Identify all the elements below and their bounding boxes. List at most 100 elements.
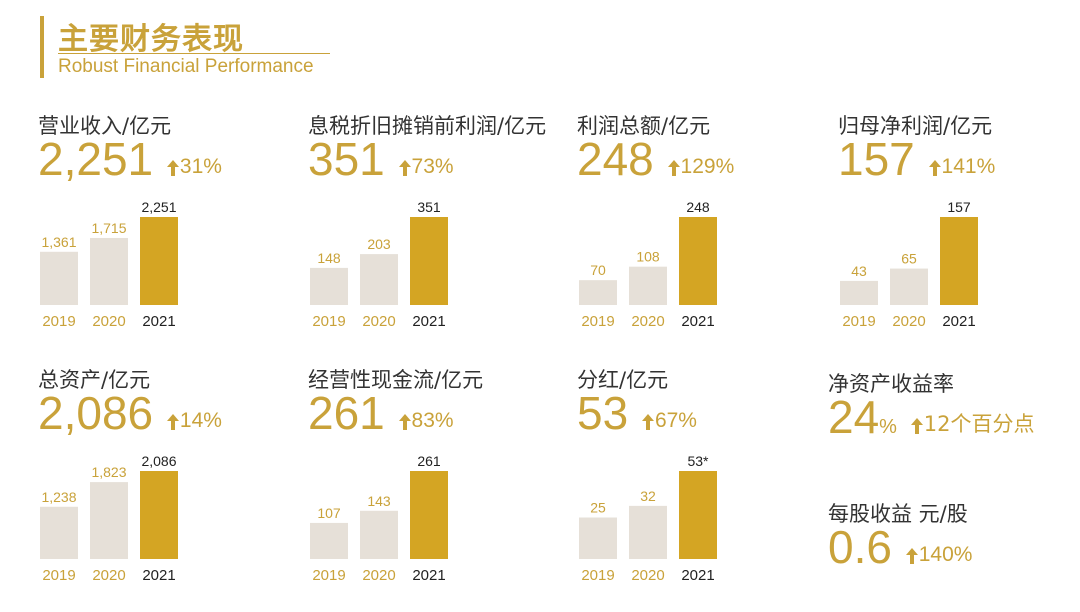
bar-value-label: 25 <box>590 499 606 515</box>
bar-2021 <box>140 471 178 559</box>
arrow-up-icon <box>398 159 412 177</box>
metric-growth: 129% <box>667 155 735 179</box>
growth-value: 67% <box>654 409 697 433</box>
arrow-up-icon <box>910 417 924 435</box>
bar-value-label: 65 <box>901 251 917 267</box>
metric-value-suffix: % <box>879 416 897 438</box>
year-tick-label: 2020 <box>362 567 395 584</box>
bar-2020 <box>90 482 128 559</box>
arrow-up-icon <box>928 159 942 177</box>
metric-growth: 31% <box>166 155 222 178</box>
metric-value-row: 351 73% <box>308 132 454 187</box>
bar-2019 <box>310 522 348 559</box>
year-tick-label: 2020 <box>631 313 664 330</box>
title-divider <box>58 53 330 54</box>
year-tick-label: 2021 <box>412 567 445 584</box>
bar-2019 <box>579 280 617 305</box>
bar-value-label: 2,086 <box>141 453 176 469</box>
metric-value-row: 2,086 14% <box>38 386 222 441</box>
bar-2021 <box>410 471 448 559</box>
year-tick-label: 2021 <box>412 313 445 330</box>
metric-growth: 140% <box>905 543 972 566</box>
metric-total-assets: 总资产/亿元 2,086 14% 1,238 2019 1,823 2020 2,086… <box>38 364 288 594</box>
bar-2021 <box>679 471 717 559</box>
bar-2020 <box>360 510 398 559</box>
metric-revenue: 营业收入/亿元 2,251 31% 1,361 2019 1,715 2020 2,25… <box>38 110 288 340</box>
growth-value: 83% <box>411 409 454 433</box>
bar-value-label: 1,823 <box>91 464 126 480</box>
metric-label: 净资产收益率 <box>828 372 954 396</box>
bar-value-label: 143 <box>367 493 391 509</box>
metric-label: 分红/亿元 <box>577 368 669 392</box>
metric-value-row: 248 129% <box>577 132 734 187</box>
bar-2020 <box>890 268 928 305</box>
bar-chart-revenue: 1,361 2019 1,715 2020 2,251 2021 <box>40 199 178 330</box>
growth-value: 129% <box>680 155 735 179</box>
page-title: 主要财务表现 <box>58 22 244 57</box>
metric-roe: 净资产收益率 24% 12个百分点 <box>828 368 1068 458</box>
bar-value-label: 351 <box>417 199 441 215</box>
bar-chart-dividend: 25 2019 32 2020 53* 2021 <box>579 453 717 584</box>
metric-ebitda: 息税折旧摊销前利润/亿元 351 73% 148 2019 203 2020 351 20… <box>308 110 558 340</box>
page-subtitle: Robust Financial Performance <box>58 56 314 77</box>
bar-value-label: 70 <box>590 262 606 278</box>
metric-value: 261 <box>308 387 385 439</box>
metric-value-row: 24% 12个百分点 <box>828 390 1034 445</box>
bar-chart-ebitda: 148 2019 203 2020 351 2021 <box>310 199 448 330</box>
bar-2021 <box>140 217 178 305</box>
year-tick-label: 2020 <box>362 313 395 330</box>
metric-growth: 14% <box>166 409 222 432</box>
bar-value-label: 1,715 <box>91 220 126 236</box>
bar-2019 <box>579 517 617 559</box>
metric-total-profit: 利润总额/亿元 248 129% 70 2019 108 2020 248 2021 <box>577 110 827 340</box>
year-tick-label: 2021 <box>142 313 175 330</box>
bar-2021 <box>410 217 448 305</box>
metric-value-row: 0.6 140% <box>828 520 972 575</box>
bar-2020 <box>90 237 128 305</box>
year-tick-label: 2019 <box>312 567 345 584</box>
year-tick-label: 2021 <box>681 313 714 330</box>
metric-growth: 67% <box>641 409 697 432</box>
year-tick-label: 2021 <box>681 567 714 584</box>
bar-2021 <box>679 217 717 305</box>
year-tick-label: 2019 <box>312 313 345 330</box>
bar-value-label: 148 <box>317 250 341 266</box>
arrow-up-icon <box>905 547 919 565</box>
bar-value-label: 157 <box>947 199 971 215</box>
bar-2020 <box>629 505 667 559</box>
bar-value-label: 248 <box>686 199 710 215</box>
metric-label: 每股收益 元/股 <box>828 502 968 526</box>
bar-2019 <box>840 280 878 305</box>
bar-value-label: 1,238 <box>41 489 76 505</box>
bar-value-label: 108 <box>636 249 660 265</box>
title-accent-bar <box>40 16 44 78</box>
metric-value-row: 53 67% <box>577 386 697 441</box>
metric-growth: 12个百分点 <box>910 412 1034 436</box>
metric-value: 157 <box>838 133 915 185</box>
metric-eps: 每股收益 元/股 0.6 140% <box>828 498 1068 588</box>
bar-2020 <box>360 254 398 305</box>
bar-value-label: 1,361 <box>41 234 76 250</box>
arrow-up-icon <box>667 159 681 177</box>
bar-value-label: 43 <box>851 263 867 279</box>
bar-value-label: 32 <box>640 488 656 504</box>
metric-growth: 73% <box>398 155 454 178</box>
year-tick-label: 2019 <box>581 313 614 330</box>
metric-value: 351 <box>308 133 385 185</box>
bar-chart-total-profit: 70 2019 108 2020 248 2021 <box>579 199 717 330</box>
metric-label: 利润总额/亿元 <box>577 114 711 138</box>
metric-net-profit: 归母净利润/亿元 157 141% 43 2019 65 2020 157 2021 <box>838 110 1080 340</box>
year-tick-label: 2021 <box>942 313 975 330</box>
bar-2020 <box>629 266 667 305</box>
metric-value-row: 261 83% <box>308 386 454 441</box>
growth-value: 141% <box>941 155 996 179</box>
metric-value: 24 <box>828 391 880 443</box>
bar-value-label: 53* <box>687 453 709 469</box>
bar-chart-net-profit: 43 2019 65 2020 157 2021 <box>840 199 978 330</box>
metric-label: 息税折旧摊销前利润/亿元 <box>308 114 547 138</box>
metric-operating-cash-flow: 经营性现金流/亿元 261 83% 107 2019 143 2020 261 2021 <box>308 364 558 594</box>
arrow-up-icon <box>166 413 180 431</box>
metric-label: 归母净利润/亿元 <box>838 114 993 138</box>
bar-value-label: 2,251 <box>141 199 176 215</box>
metric-label: 经营性现金流/亿元 <box>308 368 484 392</box>
